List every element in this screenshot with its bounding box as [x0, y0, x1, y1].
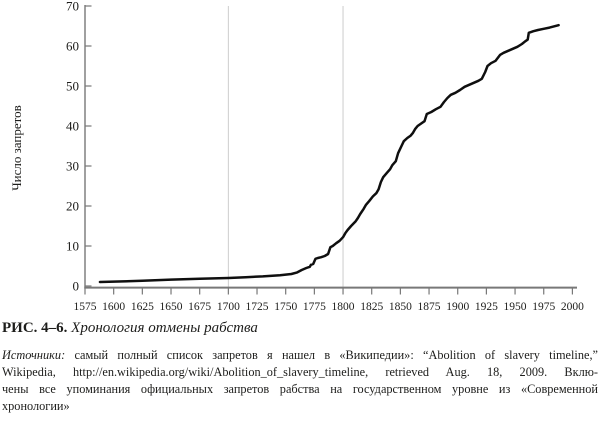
- source-prefix: Источники:: [2, 348, 66, 362]
- x-tick-label: 1950: [504, 301, 527, 313]
- x-tick-label: 1700: [217, 301, 240, 313]
- x-tick-label: 1975: [532, 301, 555, 313]
- x-tick-label: 1800: [332, 301, 355, 313]
- y-tick-label: 10: [66, 239, 79, 254]
- slavery-abolition-line-chart: 1575 1600 1625 1650 1675 1700 1725 1750 1775 1800…: [9, 0, 584, 313]
- y-tick-label: 60: [66, 39, 79, 54]
- x-tick-label: 1675: [188, 301, 211, 313]
- y-tick-label: 50: [66, 79, 79, 94]
- series-line: [98, 23, 560, 284]
- y-tick-label: 70: [66, 0, 79, 14]
- x-tick-label: 1625: [131, 301, 154, 313]
- x-tick-label: 1650: [160, 301, 183, 313]
- x-tick-label: 2000: [561, 301, 584, 313]
- y-tick-label: 20: [66, 199, 79, 214]
- source-line-1-text: самый полный список запретов я нашел в «…: [65, 348, 598, 362]
- x-tick-label: 1925: [475, 301, 498, 313]
- y-tick-label: 40: [66, 119, 79, 134]
- y-axis-title: Число запретов: [9, 105, 24, 191]
- figure-caption-label: РИС. 4–6.: [2, 320, 68, 336]
- x-tick-label: 1825: [360, 301, 383, 313]
- figure-caption: РИС. 4–6. Хронология отмены рабства: [2, 319, 600, 338]
- figure-caption-title: Хронология отмены рабства: [71, 320, 258, 336]
- source-line-4: хронологии»: [2, 399, 70, 413]
- figure-sources: Источники: самый полный список запретов …: [2, 347, 598, 415]
- x-tick-label: 1775: [303, 301, 326, 313]
- x-tick-label: 1875: [418, 301, 441, 313]
- x-tick-label: 1900: [446, 301, 469, 313]
- source-line-1: Источники: самый полный список запретов …: [2, 347, 598, 364]
- source-line-2: Wikipedia, http://en.wikipedia.org/wiki/…: [2, 365, 598, 379]
- x-tick-label: 1850: [389, 301, 412, 313]
- x-tick-label: 1725: [246, 301, 269, 313]
- x-tick-label: 1600: [102, 301, 125, 313]
- x-tick-label: 1575: [74, 301, 97, 313]
- y-tick-label: 0: [73, 279, 80, 294]
- x-tick-label: 1750: [274, 301, 297, 313]
- source-line-3: чены все упоминания официальных запретов…: [2, 382, 598, 396]
- y-tick-label: 30: [66, 159, 79, 174]
